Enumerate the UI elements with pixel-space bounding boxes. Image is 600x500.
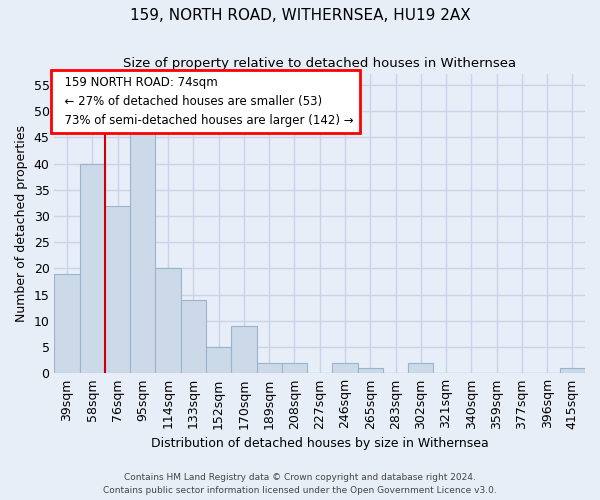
Title: Size of property relative to detached houses in Withernsea: Size of property relative to detached ho…: [123, 58, 516, 70]
Text: 159 NORTH ROAD: 74sqm
  ← 27% of detached houses are smaller (53)
  73% of semi-: 159 NORTH ROAD: 74sqm ← 27% of detached …: [57, 76, 353, 127]
Bar: [155, 268, 181, 374]
Bar: [130, 132, 155, 374]
Bar: [358, 368, 383, 374]
Bar: [181, 300, 206, 374]
Text: 159, NORTH ROAD, WITHERNSEA, HU19 2AX: 159, NORTH ROAD, WITHERNSEA, HU19 2AX: [130, 8, 470, 22]
X-axis label: Distribution of detached houses by size in Withernsea: Distribution of detached houses by size …: [151, 437, 488, 450]
Bar: [105, 206, 130, 374]
Y-axis label: Number of detached properties: Number of detached properties: [15, 126, 28, 322]
Bar: [282, 363, 307, 374]
Bar: [55, 274, 80, 374]
Bar: [231, 326, 257, 374]
Text: Contains HM Land Registry data © Crown copyright and database right 2024.
Contai: Contains HM Land Registry data © Crown c…: [103, 474, 497, 495]
Bar: [332, 363, 358, 374]
Bar: [408, 363, 433, 374]
Bar: [560, 368, 585, 374]
Bar: [80, 164, 105, 374]
Bar: [206, 347, 231, 374]
Bar: [257, 363, 282, 374]
